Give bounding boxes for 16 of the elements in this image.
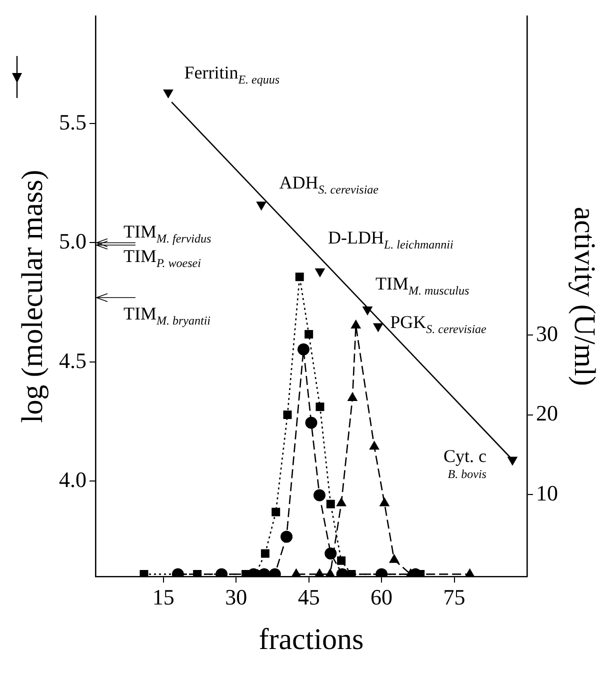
y-tick-label: 5.5 [59,109,86,134]
x-axis-title: fractions [258,622,364,656]
y-tick-label: 5.0 [59,228,86,254]
x-tick-label: 75 [443,584,466,610]
y2-tick-label: 30 [536,320,558,346]
y2-tick-label: 20 [536,400,558,426]
y-tick-label: 4.0 [59,466,86,492]
y2-axis-title: activity (U/ml) [568,206,602,386]
x-tick-label: 60 [370,584,393,610]
x-tick-label: 30 [225,584,248,610]
y-tick-label: 4.5 [59,348,86,373]
y-axis-title: log (molecular mass) [16,170,49,424]
annotation: Cyt. cB. bovis [443,446,487,481]
y2-tick-label: 10 [536,480,558,506]
x-tick-label: 15 [152,584,174,610]
x-tick-label: 45 [298,584,320,610]
